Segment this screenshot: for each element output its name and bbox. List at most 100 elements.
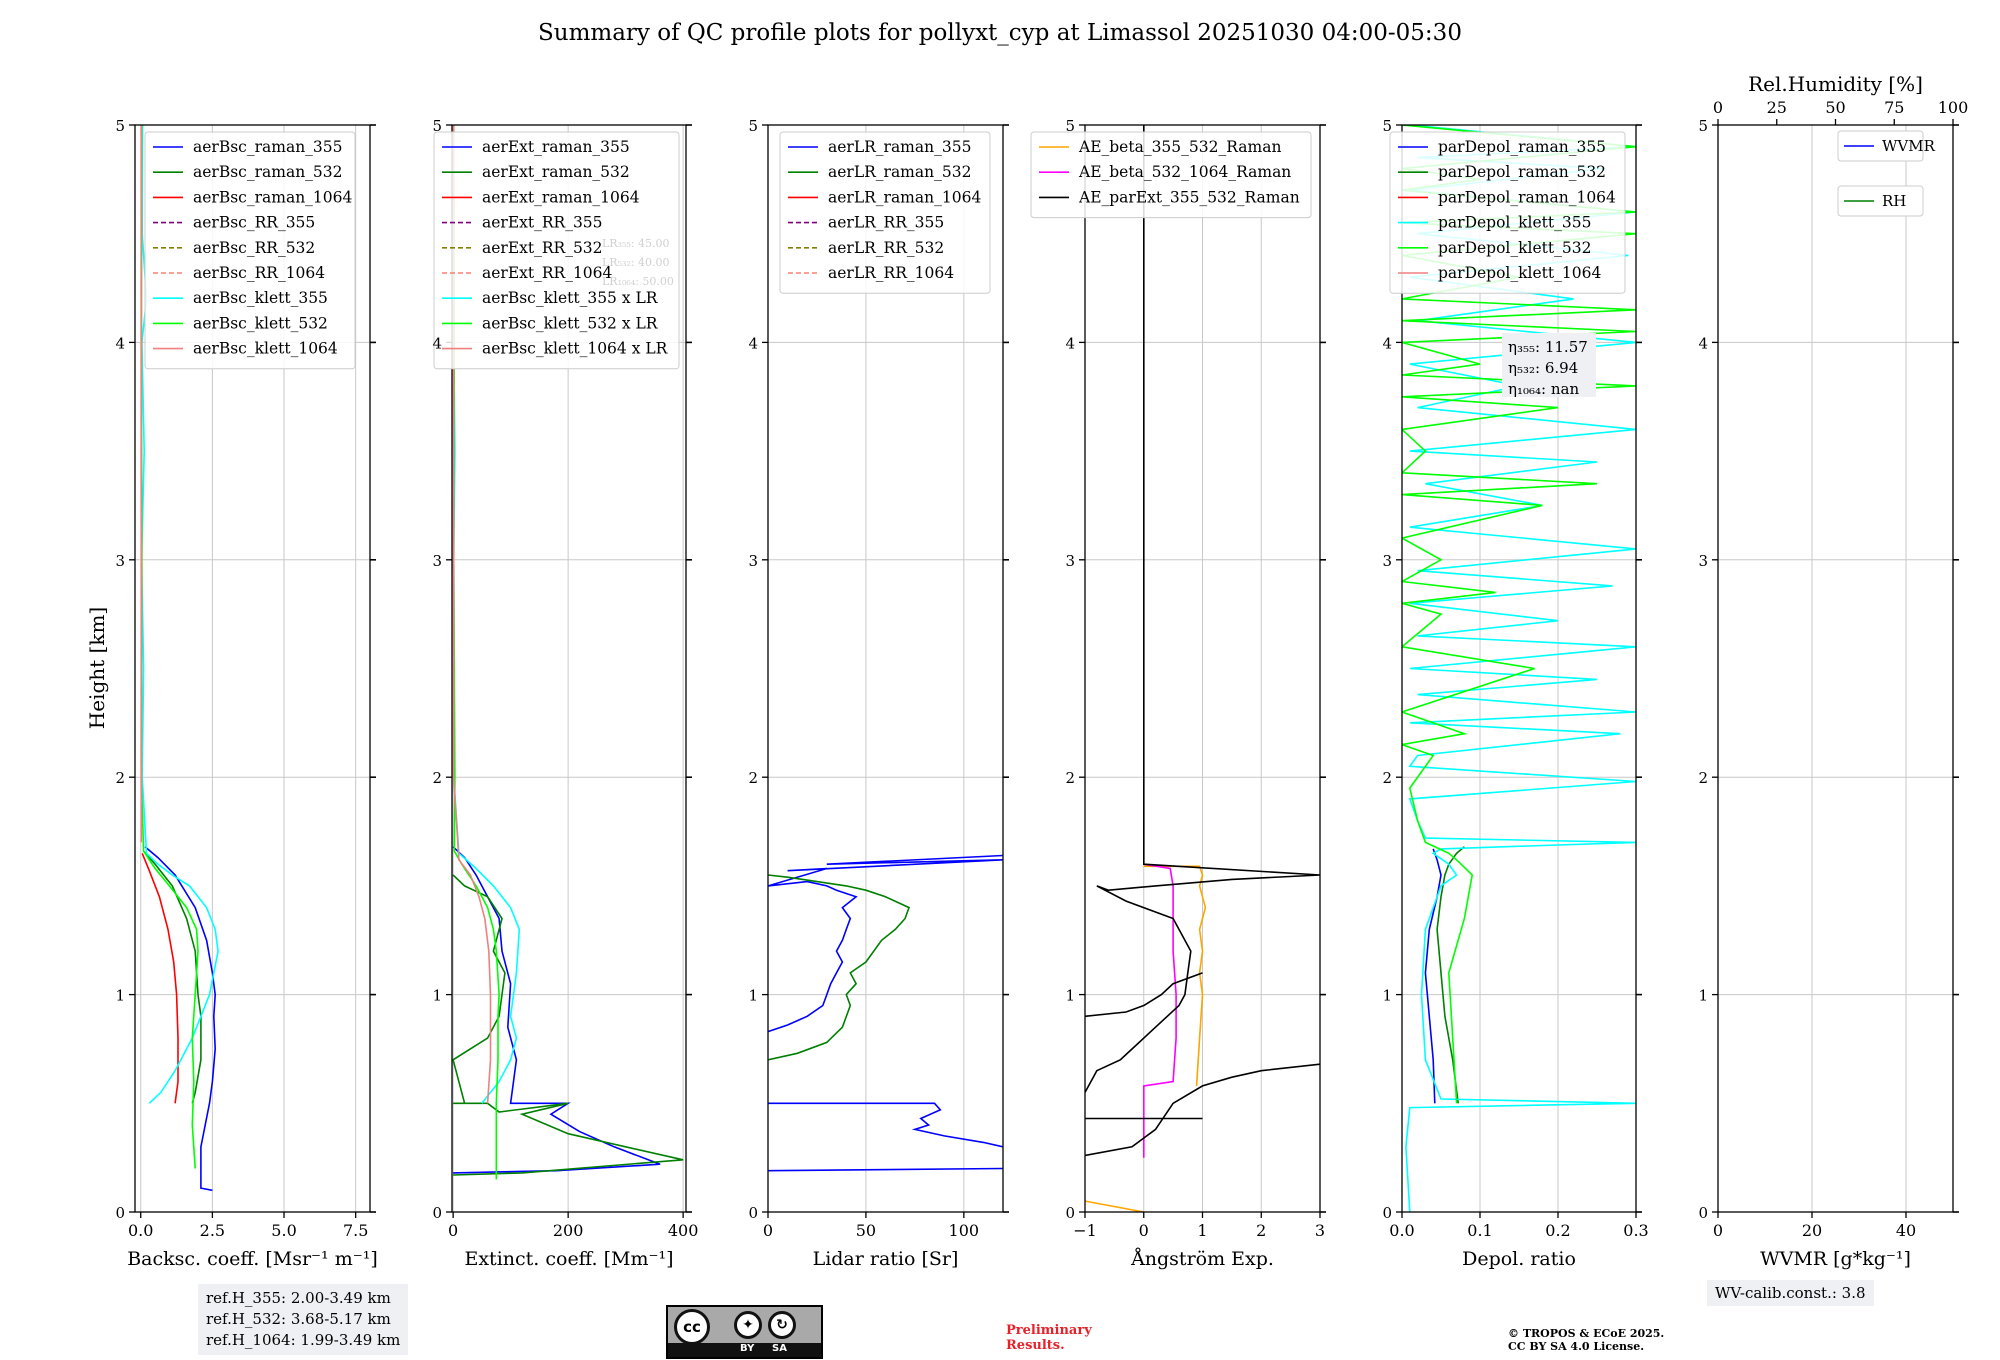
series-aerLR_raman_355_layer <box>768 854 1003 1033</box>
legend-label-lr-2: aerLR_raman_1064 <box>828 188 981 206</box>
legend-label-bsc-7: aerBsc_klett_532 <box>193 314 328 332</box>
series-aerBsc_raman_355 <box>144 846 217 1192</box>
legend-label-bsc-4: aerBsc_RR_532 <box>193 239 315 257</box>
xtick-label-bsc-1: 2.5 <box>200 1221 225 1240</box>
ytick-label-ext-3: 3 <box>432 552 442 570</box>
legend-label-depol-1: parDepol_raman_532 <box>1438 163 1606 181</box>
preliminary-note: Preliminary Results. <box>1006 1323 1092 1353</box>
legend-label-ae-1: AE_beta_532_1064_Raman <box>1078 163 1291 181</box>
legend-label-lr-5: aerLR_RR_1064 <box>828 264 954 282</box>
ytick-label-wv-5: 5 <box>1698 117 1708 135</box>
series-aerLR_raman_532 <box>768 874 911 1061</box>
series-aerExt_raman_532 <box>452 874 684 1176</box>
ytick-label-bsc-3: 3 <box>115 552 125 570</box>
ytick-label-bsc-5: 5 <box>115 117 125 135</box>
ytick-label-ae-0: 0 <box>1065 1204 1075 1222</box>
legend-label-wv-1: RH <box>1882 192 1906 210</box>
x-axis-label-bsc: Backsc. coeff. [Msr⁻¹ m⁻¹] <box>127 1248 378 1270</box>
ref-height-355: ref.H_355: 2.00-3.49 km <box>206 1289 391 1307</box>
ytick-label-bsc-1: 1 <box>115 987 125 1005</box>
series-AE_parExt_low2 <box>1085 972 1203 1018</box>
eta-label-0: η₃₅₅: 11.57 <box>1508 338 1588 356</box>
ytick-label-ext-5: 5 <box>432 117 442 135</box>
legend-box-ext <box>433 131 680 370</box>
x-axis-label-lr: Lidar ratio [Sr] <box>813 1248 959 1270</box>
ytick-label-ext-0: 0 <box>432 1204 442 1222</box>
eta-label-2: η₁₀₆₄: nan <box>1508 380 1579 398</box>
legend-label-bsc-8: aerBsc_klett_1064 <box>193 340 338 358</box>
xtick-label-bsc-0: 0.0 <box>128 1221 153 1240</box>
series-AE_beta_355_532_Raman <box>1085 865 1207 1212</box>
xtick-label-lr-0: 0 <box>763 1221 773 1240</box>
panel-ae <box>1030 124 1326 1218</box>
frame-depol <box>1401 124 1637 1213</box>
panel-depol <box>1389 124 1642 1218</box>
legend-box-wv-1 <box>1837 185 1924 217</box>
panel-lr <box>762 124 1009 1218</box>
legend-label-ext-2: aerExt_raman_1064 <box>482 188 640 206</box>
legend-label-ext-3: aerExt_RR_355 <box>482 214 603 232</box>
legend-box-bsc <box>144 131 356 370</box>
ytick-label-depol-1: 1 <box>1382 987 1392 1005</box>
legend-label-depol-3: parDepol_klett_355 <box>1438 214 1591 232</box>
legend-box-wv-0 <box>1837 130 1924 162</box>
ytick-label-ae-2: 2 <box>1065 769 1075 787</box>
cc-sa-label: SA <box>772 1343 787 1354</box>
series-aerBsc_raman_1064 <box>141 852 179 1104</box>
ytick-label-wv-0: 0 <box>1698 1204 1708 1222</box>
legend-label-ext-8: aerBsc_klett_1064 x LR <box>482 340 669 358</box>
series-aerExt_klett_1064 <box>452 125 492 1104</box>
eta-box <box>1502 333 1596 397</box>
frame-lr <box>767 124 1004 1213</box>
ytick-label-lr-1: 1 <box>748 987 758 1005</box>
legend-label-ext-1: aerExt_raman_532 <box>482 163 630 181</box>
xtick-label-ae-1: 0 <box>1139 1221 1149 1240</box>
legend-label-bsc-2: aerBsc_raman_1064 <box>193 188 353 206</box>
series-AE_beta_532_1064_Raman <box>1143 863 1177 1158</box>
ref-height-532: ref.H_532: 3.68-5.17 km <box>206 1310 391 1328</box>
cc-by-sa-badge: cc ✦ ↻ BY SA <box>666 1305 823 1359</box>
series-parDepol_klett_355 <box>1405 125 1636 1212</box>
top-tick-label-0: 0 <box>1713 98 1723 117</box>
legend-label-bsc-0: aerBsc_raman_355 <box>193 138 343 156</box>
x-axis-label-ae: Ångström Exp. <box>1130 1248 1274 1270</box>
top-tick-label-3: 75 <box>1884 98 1904 117</box>
ytick-label-ae-3: 3 <box>1065 552 1075 570</box>
ytick-label-lr-4: 4 <box>748 334 758 352</box>
legend-box-lr <box>779 131 991 294</box>
x-axis-label-wv: WVMR [g*kg⁻¹] <box>1760 1248 1911 1270</box>
frame-bsc <box>134 124 371 1213</box>
frame-ext <box>451 124 687 1213</box>
xtick-label-ext-1: 200 <box>553 1221 584 1240</box>
copyright-line-2: CC BY SA 4.0 License. <box>1508 1340 1645 1353</box>
xtick-label-wv-2: 40 <box>1896 1221 1916 1240</box>
legend-label-ext-7: aerBsc_klett_532 x LR <box>482 314 659 332</box>
reference-height-box: ref.H_355: 2.00-3.49 km ref.H_532: 3.68-… <box>198 1284 409 1355</box>
top-tick-label-2: 50 <box>1825 98 1845 117</box>
by-person-icon: ✦ <box>734 1311 762 1339</box>
preliminary-line-2: Results. <box>1006 1338 1065 1353</box>
ytick-label-wv-1: 1 <box>1698 987 1708 1005</box>
ytick-label-ae-1: 1 <box>1065 987 1075 1005</box>
top-tick-label-4: 100 <box>1938 98 1969 117</box>
ytick-label-ext-1: 1 <box>432 987 442 1005</box>
series-aerBsc_klett_355 <box>140 125 219 1104</box>
panel-ext <box>433 124 692 1218</box>
xtick-label-depol-0: 0.0 <box>1389 1221 1414 1240</box>
xtick-label-wv-0: 0 <box>1713 1221 1723 1240</box>
xtick-label-bsc-3: 7.5 <box>343 1221 368 1240</box>
legend-label-lr-1: aerLR_raman_532 <box>828 163 971 181</box>
y-axis-label: Height [km] <box>85 607 109 729</box>
xtick-label-wv-1: 20 <box>1802 1221 1822 1240</box>
ytick-label-depol-0: 0 <box>1382 1204 1392 1222</box>
legend-label-wv-0: WVMR <box>1882 137 1936 155</box>
ytick-label-lr-3: 3 <box>748 552 758 570</box>
ytick-label-depol-3: 3 <box>1382 552 1392 570</box>
legend-label-ext-0: aerExt_raman_355 <box>482 138 630 156</box>
xtick-label-ae-3: 2 <box>1256 1221 1266 1240</box>
ytick-label-bsc-4: 4 <box>115 334 125 352</box>
xtick-label-lr-1: 50 <box>856 1221 876 1240</box>
ytick-label-wv-4: 4 <box>1698 334 1708 352</box>
xtick-label-depol-1: 0.1 <box>1467 1221 1492 1240</box>
x-axis-label-depol: Depol. ratio <box>1462 1248 1576 1270</box>
